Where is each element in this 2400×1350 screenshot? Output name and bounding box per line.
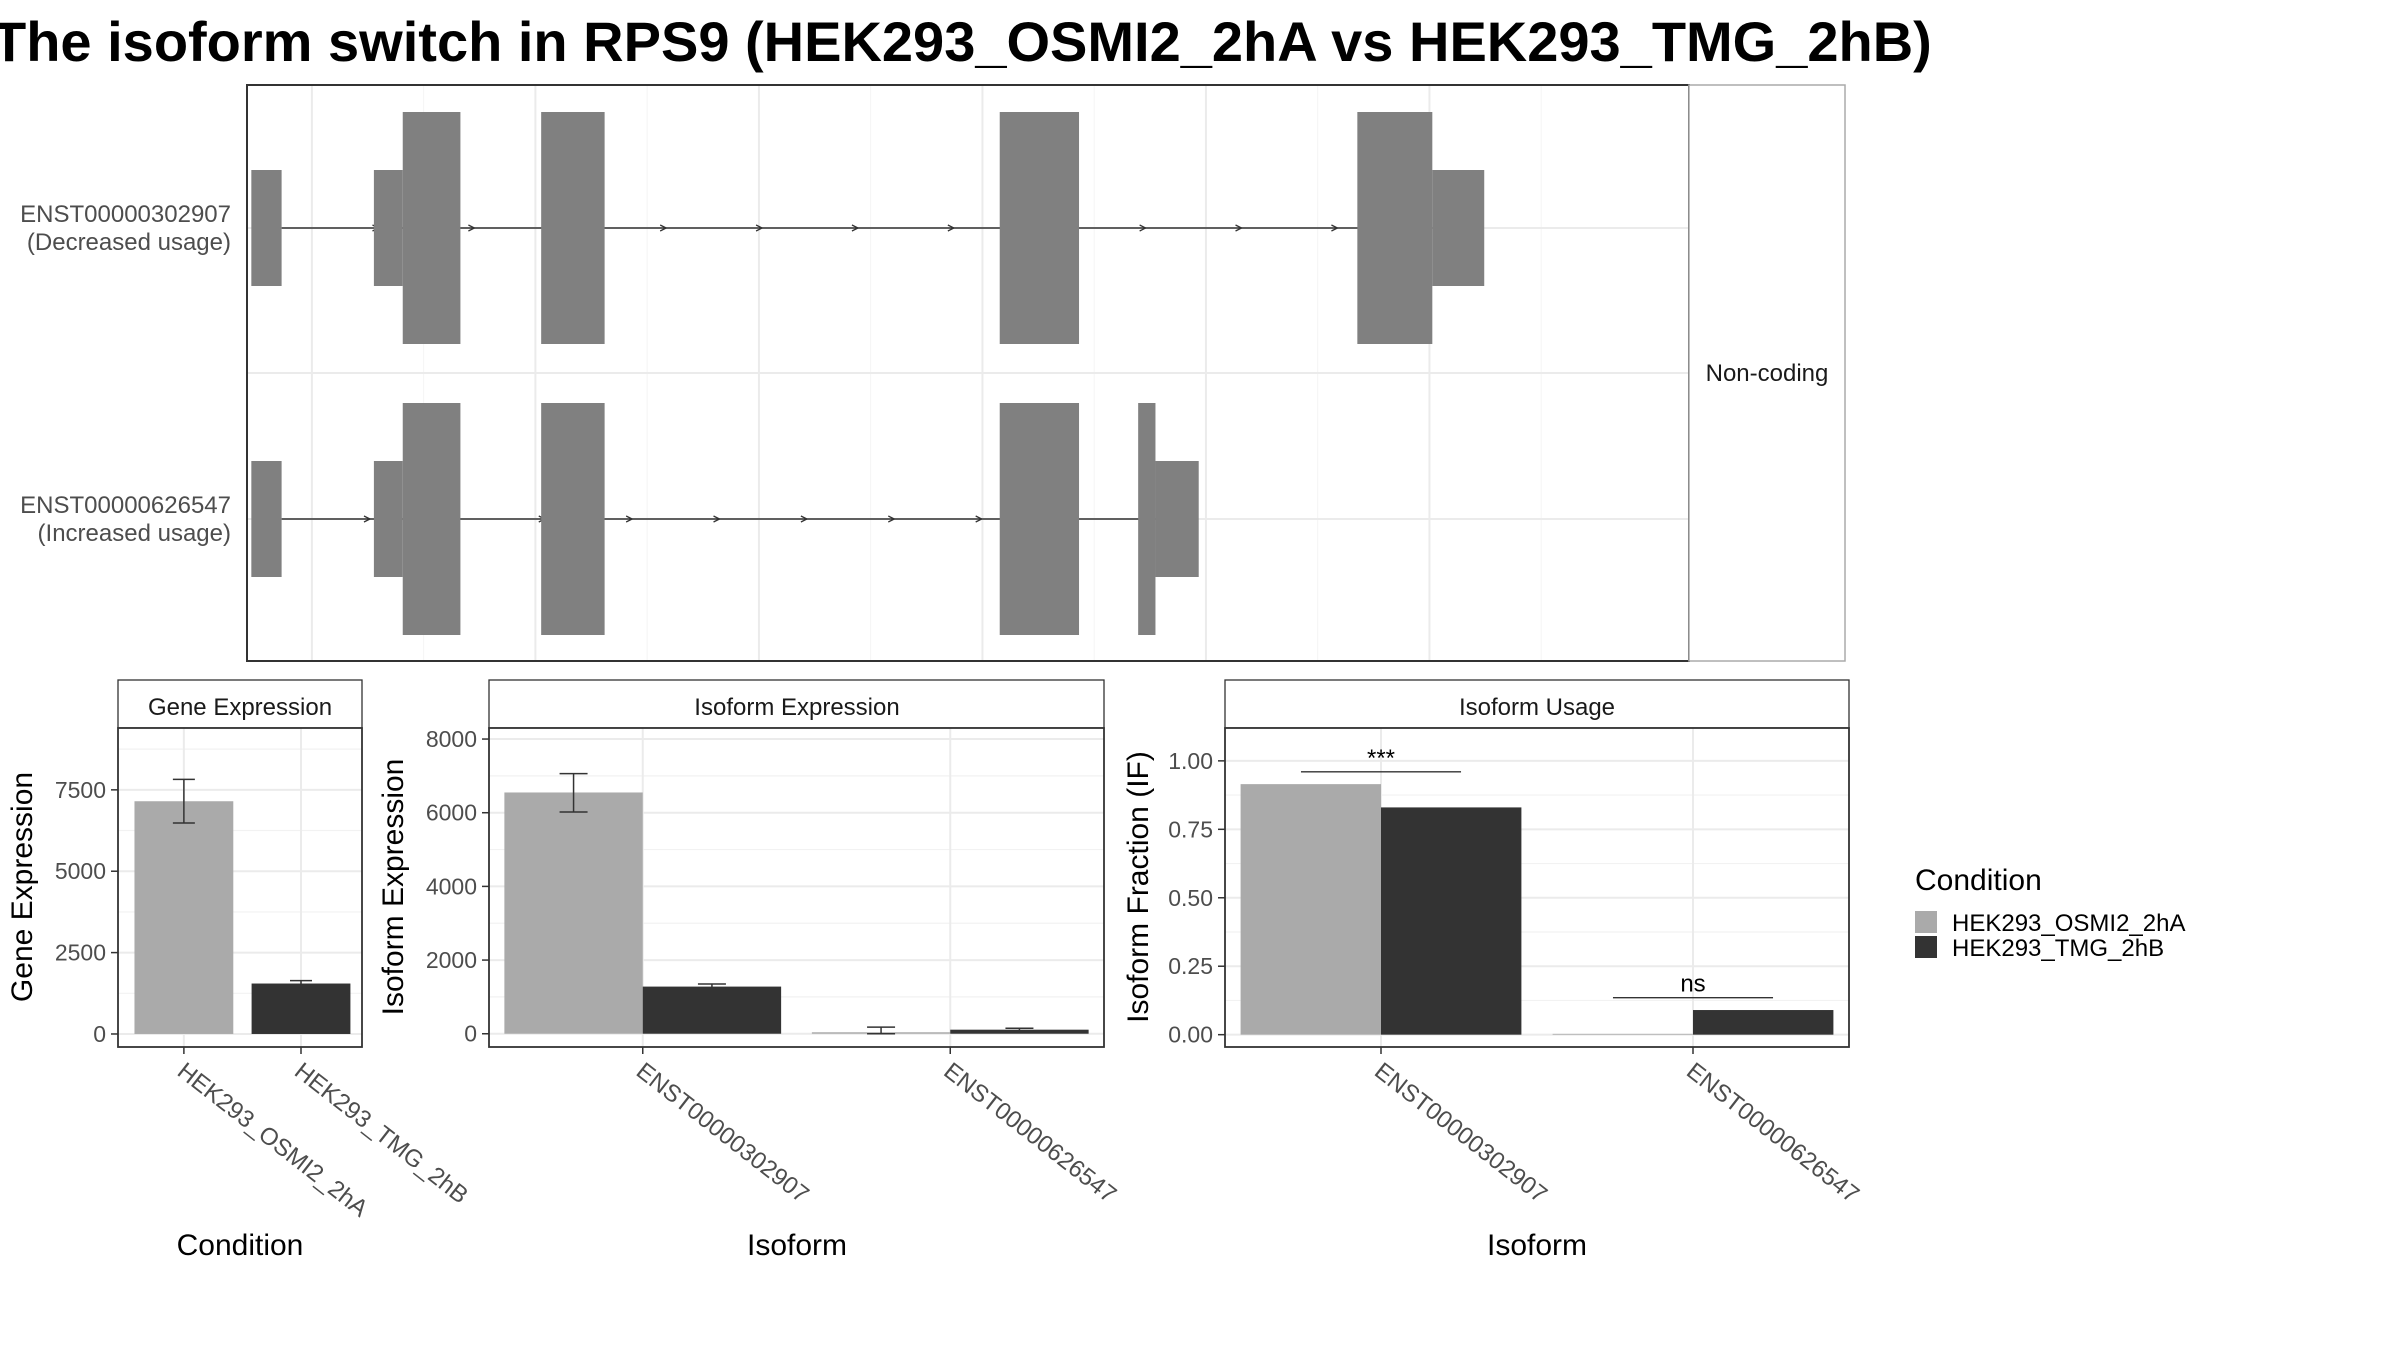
y-axis-title: Isoform Expression [377, 759, 410, 1016]
intron-arrow [800, 515, 809, 523]
intron-arrow [713, 515, 721, 523]
panel-border [1224, 727, 1850, 1048]
panel-border [488, 727, 1105, 1048]
x-axis-title: Condition [177, 1229, 304, 1262]
condition-legend: Condition HEK293_OSMI2_2hA HEK293_TMG_2h… [1915, 864, 2185, 962]
x-tick-label: ENST00000626547 [1681, 1057, 1864, 1208]
transcript-2-id: ENST00000626547 [20, 492, 231, 519]
legend-title: Condition [1915, 864, 2042, 897]
intron-arrow [851, 224, 860, 232]
exon-cds [1138, 403, 1156, 635]
x-tick-label: ENST00000626547 [939, 1057, 1122, 1208]
isoform-usage-chart: Isoform Usage *** ns 0.00 0.25 0.50 0.75 1.00 EN… [1122, 679, 1864, 1262]
exon-cds [999, 403, 1080, 635]
bar [950, 1029, 1089, 1034]
page-title: The isoform switch in RPS9 (HEK293_OSMI2… [0, 10, 1932, 73]
y-axis-title: Gene Expression [6, 772, 39, 1002]
significance-label: ns [1680, 971, 1705, 998]
panel-title: Isoform Expression [694, 694, 899, 721]
bar [1552, 1033, 1693, 1035]
y-axis-title: Isoform Fraction (IF) [1122, 751, 1155, 1023]
intron-arrow [1235, 224, 1243, 232]
intron-arrow [888, 515, 896, 523]
exon-cds [541, 403, 605, 635]
y-tick-label: 0 [464, 1021, 477, 1047]
panel-strip [488, 679, 1105, 729]
bar [134, 801, 234, 1034]
exon-utr [373, 461, 403, 577]
x-tick-label: ENST00000302907 [631, 1057, 814, 1208]
transcript-1-id: ENST00000302907 [20, 201, 231, 228]
y-tick-label: 4000 [426, 873, 477, 899]
x-tick-label: ENST00000302907 [1369, 1057, 1552, 1208]
y-tick-label: 0.75 [1168, 816, 1213, 842]
structure-strip [1688, 84, 1846, 662]
y-tick-label: 0.00 [1168, 1022, 1213, 1048]
intron-arrow [947, 224, 956, 232]
y-tick-label: 2000 [426, 947, 477, 973]
legend-label-a: HEK293_OSMI2_2hA [1952, 910, 2185, 937]
bar [1240, 784, 1381, 1035]
intron-arrow [1139, 224, 1148, 232]
transcript-1-note: (Decreased usage) [27, 229, 231, 256]
intron-arrow [363, 515, 372, 523]
exon-utr [373, 170, 403, 286]
legend-swatch-b [1915, 936, 1937, 958]
intron-arrow [659, 224, 668, 232]
isoform-expression-chart: Isoform Expression 0 2000 4000 6000 8000 ENST0… [377, 679, 1122, 1262]
exon-utr [1155, 461, 1199, 577]
exon-cds [402, 403, 461, 635]
intron-arrow [755, 224, 764, 232]
x-tick-label: HEK293_OSMI2_2hA [172, 1057, 373, 1222]
structure-strip-label: Non-coding [1706, 360, 1829, 387]
y-tick-label: 5000 [55, 858, 106, 884]
exon-cds [999, 112, 1080, 344]
y-tick-label: 0.50 [1168, 885, 1213, 911]
transcript-structure-panel: Non-coding ENST00000302907 (Decreased us… [20, 84, 1846, 662]
intron-arrow [975, 515, 984, 523]
panel-title: Gene Expression [148, 694, 332, 721]
y-tick-label: 2500 [55, 940, 106, 966]
legend-swatch-a [1915, 911, 1937, 933]
panel-border [117, 727, 363, 1048]
x-axis-title: Isoform [747, 1229, 847, 1262]
panel-strip [117, 679, 363, 729]
exon-utr [251, 461, 282, 577]
bar [1381, 807, 1522, 1035]
legend-label-b: HEK293_TMG_2hB [1952, 935, 2164, 962]
intron-arrow [468, 224, 476, 232]
significance-label: *** [1367, 745, 1395, 772]
bar [504, 792, 643, 1034]
exon-cds [541, 112, 605, 344]
exon-cds [402, 112, 461, 344]
y-tick-label: 1.00 [1168, 748, 1213, 774]
y-tick-label: 8000 [426, 726, 477, 752]
y-tick-label: 7500 [55, 777, 106, 803]
intron-arrow [1331, 224, 1339, 232]
panel-title: Isoform Usage [1459, 694, 1615, 721]
exon-cds [1357, 112, 1433, 344]
exon-utr [1432, 170, 1485, 286]
intron-arrow [625, 515, 634, 523]
y-tick-label: 0.25 [1168, 953, 1213, 979]
bar [251, 983, 351, 1034]
x-axis-title: Isoform [1487, 1229, 1587, 1262]
transcript-2-note: (Increased usage) [38, 520, 231, 547]
bar [642, 986, 782, 1034]
bar [1693, 1010, 1834, 1035]
y-tick-label: 0 [93, 1021, 106, 1047]
transcript-models [251, 112, 1485, 635]
y-tick-label: 6000 [426, 800, 477, 826]
exon-utr [251, 170, 282, 286]
